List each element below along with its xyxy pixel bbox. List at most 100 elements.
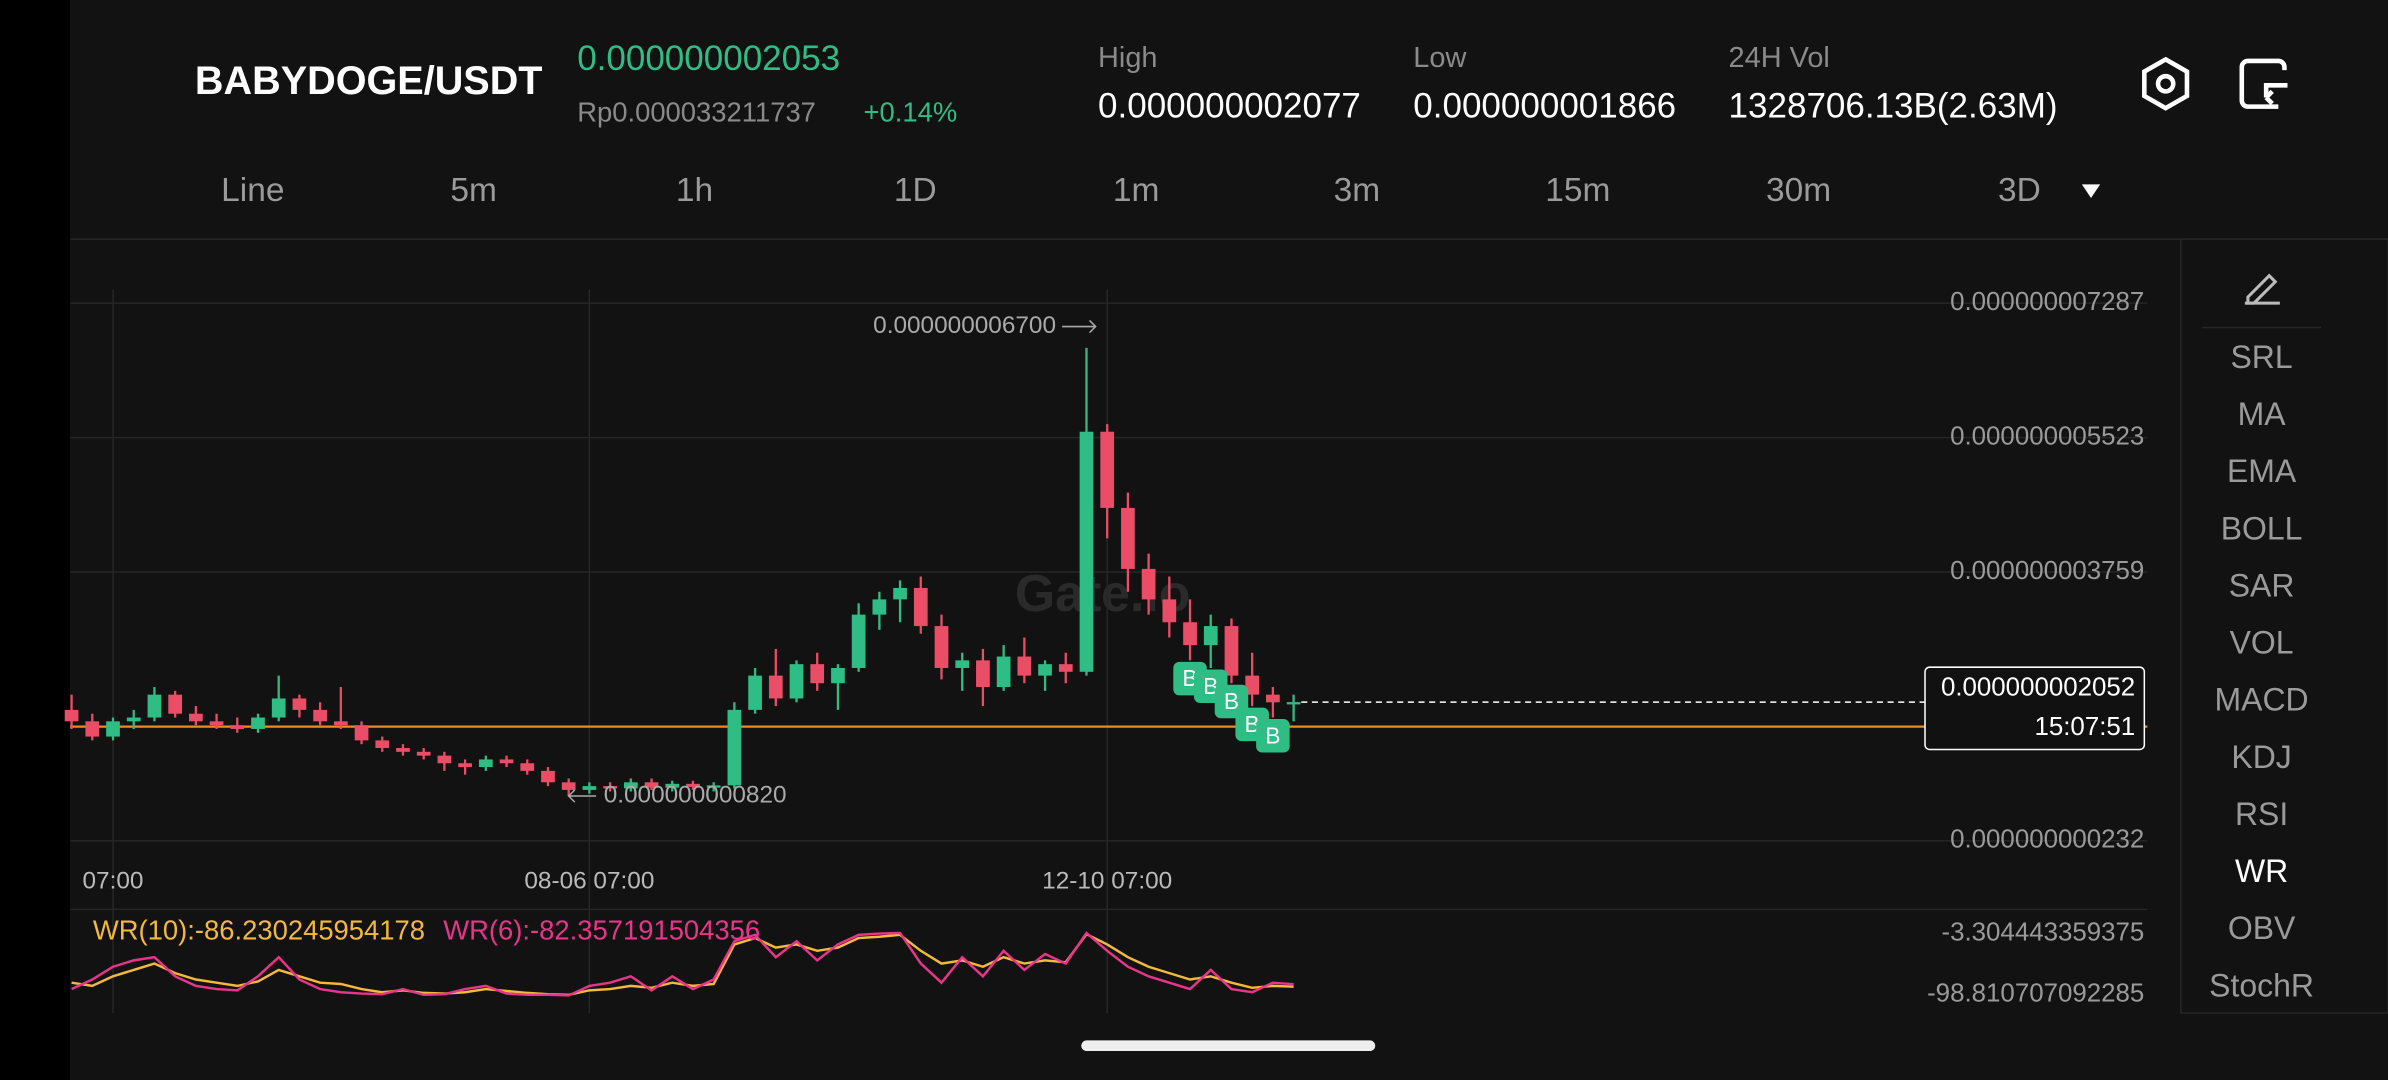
interval-tab[interactable]: 5m [450, 172, 497, 209]
candle-body [810, 664, 825, 684]
draw-icon[interactable] [2202, 273, 2321, 329]
legend-entry: WR(6):-82.357191504356 [443, 914, 760, 945]
candle-body [706, 785, 721, 788]
candle-body [1058, 664, 1073, 672]
interval-tab[interactable]: 1m [1113, 172, 1160, 209]
watermark: Gate.io [1015, 564, 1190, 622]
candle-body [603, 786, 617, 789]
interval-tab[interactable]: 3m [1334, 172, 1381, 209]
more-tabs[interactable] [2081, 184, 2101, 199]
y-tick-label: 0.000000000232 [1950, 826, 2144, 854]
hexagon-dot [2155, 73, 2176, 94]
candle-body [1141, 568, 1156, 600]
indicator-tab[interactable]: VOL [2230, 625, 2294, 661]
indicator-tab[interactable]: RSI [2235, 796, 2288, 832]
y-tick-label: -98.810707092285 [1927, 980, 2144, 1008]
switch-arrow [2263, 83, 2288, 106]
candle-body [168, 694, 182, 714]
candle-body [872, 599, 887, 615]
indicator-tab[interactable]: EMA [2227, 453, 2297, 489]
indicator-tab[interactable]: MACD [2215, 682, 2309, 718]
switch-icon[interactable] [2239, 58, 2288, 109]
local-price: Rp0.000033211737 [577, 96, 816, 127]
candle-body [768, 675, 783, 699]
interval-tab[interactable]: 1D [894, 172, 937, 209]
candle-body [665, 783, 680, 788]
y-tick-label: 0.000000005523 [1950, 422, 2144, 450]
candle-body [727, 709, 742, 786]
candle-body [686, 783, 700, 787]
candle-body [396, 748, 410, 752]
stat-label: Low [1413, 42, 1466, 74]
indicator-tab[interactable]: KDJ [2231, 739, 2291, 775]
trade-marker [1256, 719, 1290, 753]
change: +0.14% [864, 96, 958, 127]
candle-body [644, 782, 659, 788]
legend-entry: WR(10):-86.230245954178 [93, 914, 425, 945]
last-price-box [1924, 666, 2146, 751]
stat-value: 0.000000001866 [1413, 86, 1676, 125]
indicator-tab[interactable]: SAR [2229, 567, 2295, 603]
candle-body [1121, 507, 1135, 569]
candle-body [354, 725, 369, 741]
trade-marker-label: B [1265, 722, 1280, 748]
min-label: 0.000000000820 [604, 781, 787, 808]
stat-label: High [1098, 42, 1157, 74]
y-tick-label: -3.304443359375 [1941, 919, 2144, 947]
indicator-tab[interactable]: SRL [2230, 339, 2292, 375]
candle-body [1017, 656, 1032, 676]
candle-body [1183, 622, 1197, 646]
candle-body [85, 721, 100, 737]
left-edge [0, 0, 71, 1080]
trade-marker-label: B [1224, 688, 1239, 714]
trade-marker-label: B [1245, 711, 1260, 737]
indicator-tab[interactable]: WR [2235, 853, 2288, 889]
y-tick-label: 0.000000007287 [1950, 288, 2144, 316]
trade-marker-label: B [1182, 665, 1197, 691]
candle-body [106, 721, 120, 737]
candle-body [1162, 599, 1177, 623]
indicator-panel [2180, 238, 2388, 1014]
candle-body [251, 717, 265, 729]
x-tick-label: 08-06 07:00 [524, 867, 654, 894]
candle-body [478, 759, 493, 768]
candle-body [748, 675, 762, 710]
candle-body [1224, 626, 1239, 676]
trade-marker-label: B [1203, 673, 1218, 699]
candle-body [458, 763, 472, 768]
indicator-tab[interactable]: MA [2238, 396, 2287, 432]
candle-body [582, 786, 597, 790]
indicator-tab[interactable]: OBV [2228, 910, 2296, 946]
candle-body [789, 664, 804, 699]
interval-tab[interactable]: 3D [1998, 172, 2041, 209]
candle-body [1203, 626, 1218, 646]
candle-body [934, 626, 949, 668]
stat-value: 0.000000002077 [1098, 86, 1361, 125]
candle-body [375, 740, 390, 749]
candle-body [313, 709, 327, 722]
candle-body [437, 755, 452, 764]
candle-body [499, 759, 514, 764]
candle-body [126, 717, 141, 722]
candle-body [913, 587, 928, 627]
indicator-tab[interactable]: BOLL [2221, 510, 2303, 546]
candle-body [1245, 675, 1260, 695]
indicator-tab[interactable]: StochR [2209, 967, 2314, 1003]
candle-body [955, 660, 970, 668]
pair[interactable]: BABYDOGE/USDT [195, 59, 543, 103]
candle-body [188, 713, 203, 722]
settings-icon[interactable] [2142, 56, 2190, 111]
y-tick-label: 0.000000003759 [1950, 557, 2144, 585]
candle-body [623, 782, 638, 789]
min-arrow [567, 789, 597, 803]
interval-tab[interactable]: 30m [1766, 172, 1831, 209]
interval-tab[interactable]: 1h [676, 172, 713, 209]
interval-tab[interactable]: 15m [1545, 172, 1610, 209]
last-price-label: 0.000000002052 [1941, 673, 2135, 701]
interval-tab[interactable]: Line [221, 172, 284, 209]
candle-body [996, 656, 1011, 688]
hexagon [2142, 56, 2190, 111]
